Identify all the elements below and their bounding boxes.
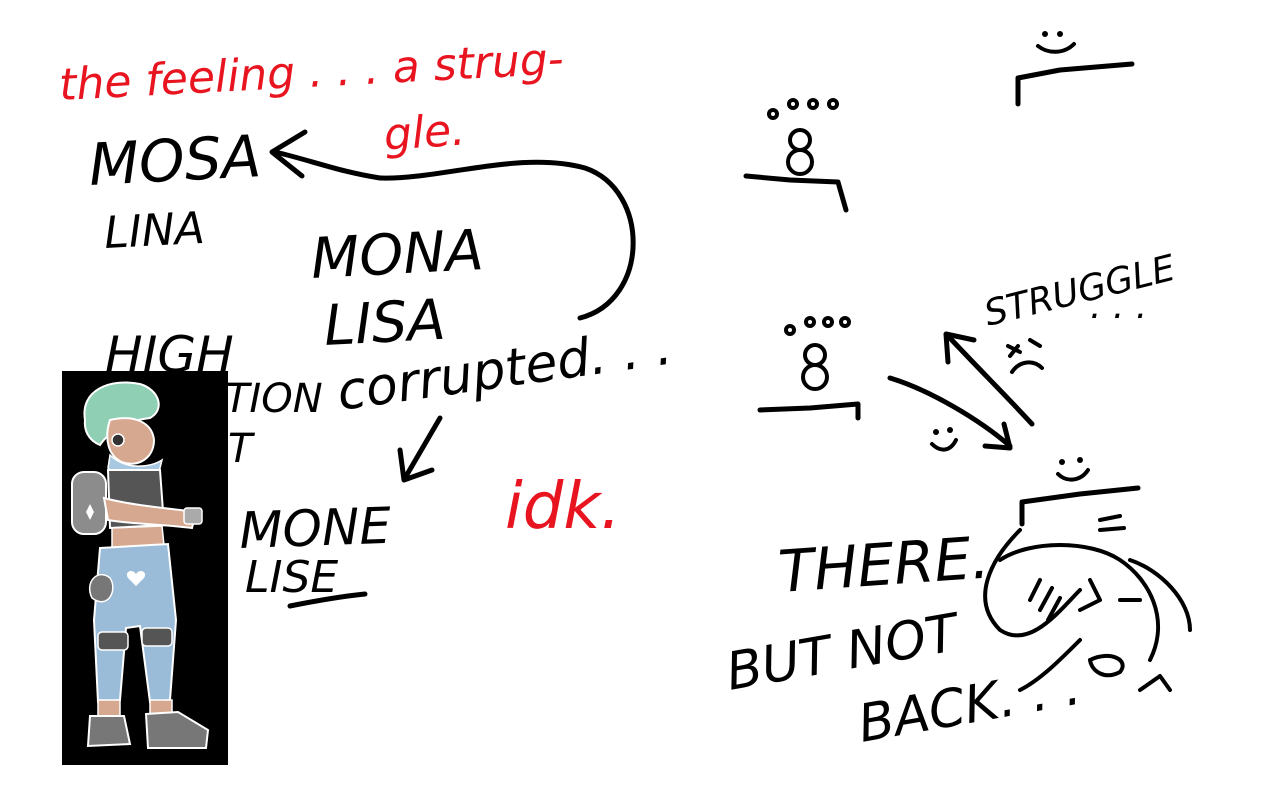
smiley-face-icon-small <box>930 427 958 452</box>
lise-text: LISE <box>245 552 338 603</box>
character-illustration <box>62 371 228 765</box>
ledge-bottom <box>1019 485 1141 527</box>
lisa-text: LISA <box>322 288 447 359</box>
lina-text: LINA <box>103 203 206 259</box>
tion-text: TION <box>225 376 323 422</box>
mona-text: MONA <box>309 218 485 292</box>
struggle-dots: . . . <box>1090 286 1147 327</box>
there-text: THERE. <box>776 523 991 606</box>
struggle-text: STRUGGLE <box>980 248 1179 335</box>
idk-text: idk. <box>505 470 621 544</box>
curved-arrow <box>272 149 636 321</box>
feeling-heading-line1: the feeling . . . a strug- <box>58 34 565 111</box>
down-arrow <box>402 415 443 481</box>
lise-underline <box>287 591 368 609</box>
ledge-top-right <box>1015 61 1135 107</box>
arrow-down-right <box>887 375 1013 449</box>
smiley-face-icon <box>1036 31 1076 54</box>
smiley-face-icon-bottom <box>1056 457 1090 482</box>
ledge-top-left <box>743 173 849 213</box>
down-arrow-head <box>397 447 435 483</box>
arrow-up-left-head <box>943 331 977 365</box>
ledge-middle <box>757 401 861 421</box>
arrow-down-right-head <box>982 421 1013 451</box>
arrow-up-left <box>945 333 1035 427</box>
mosa-text: MOSA <box>87 122 263 199</box>
curved-arrow-head <box>269 129 308 179</box>
sad-face-icon <box>1006 338 1044 374</box>
feeling-heading-line2: gle. <box>382 104 467 161</box>
scribble-figure <box>983 514 1192 692</box>
figure-eight-middle <box>784 316 851 391</box>
mone-text: MONE <box>238 497 392 560</box>
t-text: T <box>228 426 256 472</box>
figure-eight-top <box>767 98 839 176</box>
